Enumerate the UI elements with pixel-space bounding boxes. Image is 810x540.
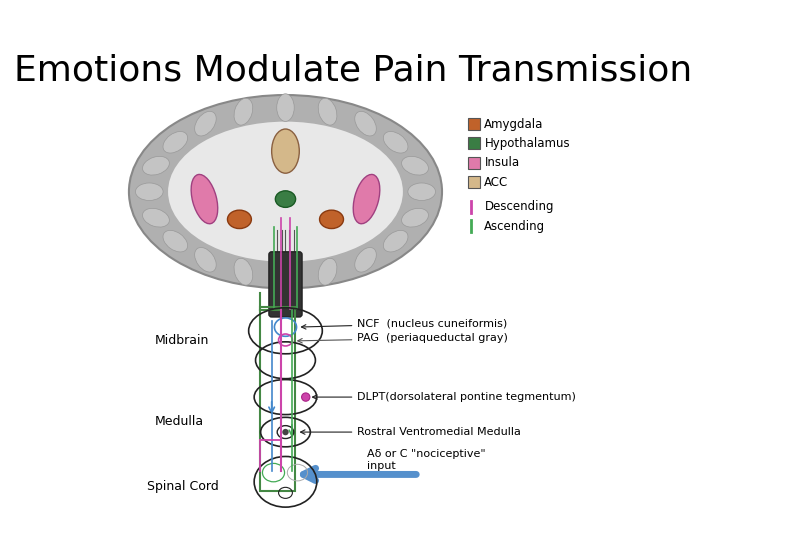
Bar: [468, 118, 480, 130]
Text: ACC: ACC: [484, 176, 509, 188]
Ellipse shape: [383, 231, 408, 252]
Ellipse shape: [129, 95, 442, 288]
Ellipse shape: [408, 183, 436, 200]
Text: Insula: Insula: [484, 156, 519, 169]
Ellipse shape: [320, 210, 343, 228]
Ellipse shape: [355, 111, 377, 136]
Ellipse shape: [228, 210, 251, 228]
Text: PAG  (periaqueductal gray): PAG (periaqueductal gray): [298, 333, 508, 343]
Ellipse shape: [318, 258, 337, 285]
Text: Rostral Ventromedial Medulla: Rostral Ventromedial Medulla: [301, 427, 521, 437]
Ellipse shape: [163, 231, 188, 252]
Ellipse shape: [234, 258, 253, 285]
Ellipse shape: [277, 94, 294, 122]
Ellipse shape: [383, 132, 408, 153]
Ellipse shape: [135, 183, 163, 200]
Ellipse shape: [194, 111, 216, 136]
Ellipse shape: [355, 247, 377, 272]
Ellipse shape: [402, 208, 428, 227]
Ellipse shape: [301, 393, 310, 401]
Ellipse shape: [318, 98, 337, 125]
FancyBboxPatch shape: [269, 252, 302, 317]
Text: Aδ or C "nociceptive"
input: Aδ or C "nociceptive" input: [366, 449, 485, 470]
Ellipse shape: [191, 174, 218, 224]
Ellipse shape: [143, 208, 169, 227]
Ellipse shape: [163, 132, 188, 153]
Bar: [468, 137, 480, 150]
Ellipse shape: [282, 429, 288, 435]
Text: Emotions Modulate Pain Transmission: Emotions Modulate Pain Transmission: [14, 53, 692, 87]
Text: Spinal Cord: Spinal Cord: [147, 480, 219, 493]
Text: Descending: Descending: [484, 200, 554, 213]
Text: Ascending: Ascending: [484, 220, 545, 233]
Ellipse shape: [271, 129, 299, 173]
Text: Hypothalamus: Hypothalamus: [484, 137, 570, 150]
Ellipse shape: [234, 98, 253, 125]
Ellipse shape: [275, 191, 296, 207]
Ellipse shape: [353, 174, 380, 224]
Bar: [468, 176, 480, 188]
Text: Medulla: Medulla: [155, 415, 204, 428]
Ellipse shape: [143, 157, 169, 175]
Text: Midbrain: Midbrain: [155, 334, 209, 347]
Ellipse shape: [402, 157, 428, 175]
Text: DLPT(dorsolateral pontine tegmentum): DLPT(dorsolateral pontine tegmentum): [313, 392, 576, 402]
Ellipse shape: [194, 247, 216, 272]
Bar: [468, 157, 480, 168]
Text: NCF  (nucleus cuneiformis): NCF (nucleus cuneiformis): [301, 319, 508, 329]
Ellipse shape: [168, 122, 403, 262]
Ellipse shape: [277, 262, 294, 289]
Text: Amygdala: Amygdala: [484, 118, 544, 131]
